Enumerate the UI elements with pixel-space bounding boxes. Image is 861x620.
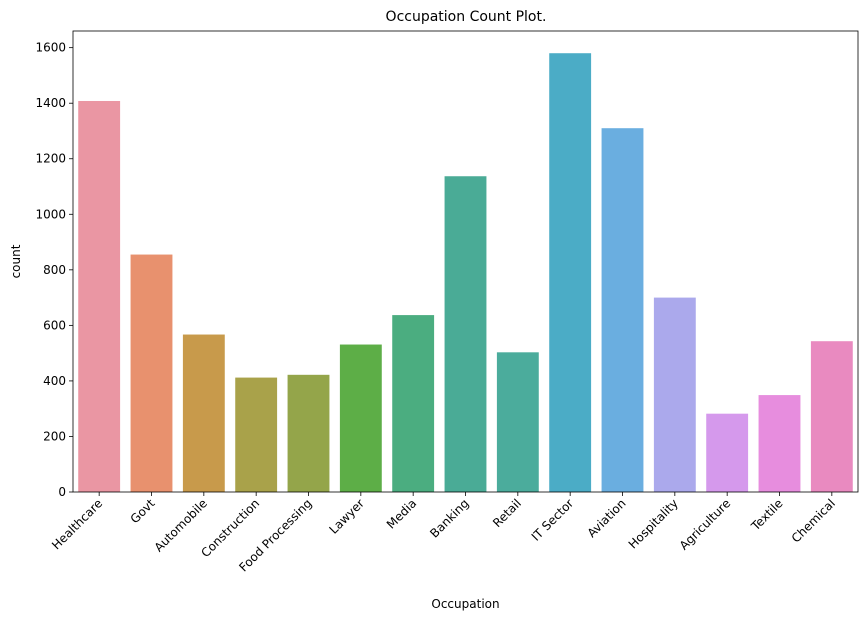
- bar-hospitality: [653, 297, 696, 492]
- bar-automobile: [182, 334, 225, 492]
- y-tick-label: 600: [43, 318, 66, 332]
- y-tick-label: 800: [43, 263, 66, 277]
- y-tick-label: 0: [58, 485, 66, 499]
- x-axis-label: Occupation: [431, 597, 499, 611]
- bar-construction: [235, 377, 278, 492]
- x-tick-label: Banking: [427, 496, 471, 540]
- bar-it-sector: [549, 53, 592, 493]
- plot-frame: [72, 30, 859, 493]
- x-tick-label: IT Sector: [529, 496, 577, 544]
- bar-govt: [130, 254, 173, 492]
- y-tick-label: 200: [43, 429, 66, 443]
- y-tick-label: 1400: [35, 96, 66, 110]
- x-axis: Healthcare GovtAutomobileConstructionFood…: [49, 492, 838, 574]
- y-axis-label: count: [9, 244, 23, 278]
- x-tick-label: Hospitality: [626, 496, 681, 551]
- bar-retail: [496, 352, 539, 492]
- x-tick-label: Retail: [490, 496, 524, 530]
- y-tick-label: 1200: [35, 152, 66, 166]
- y-axis: 0 200 400 600 800 1000 1200 1400 1600: [35, 41, 73, 499]
- chart-title: Occupation Count Plot.: [386, 9, 547, 25]
- x-tick-label: Chemical: [789, 496, 838, 545]
- y-tick-label: 400: [43, 374, 66, 388]
- x-tick-label: Agriculture: [677, 496, 734, 553]
- x-tick-label: Media: [384, 496, 419, 531]
- x-tick-label: Lawyer: [326, 496, 367, 537]
- bar-chemical: [810, 341, 853, 492]
- bar-healthcare: [78, 100, 121, 493]
- bar-aviation: [601, 128, 644, 492]
- bar-media: [392, 315, 435, 492]
- bar-lawyer: [339, 344, 382, 492]
- bar-textile: [758, 395, 801, 492]
- bar-food-processing: [287, 374, 330, 492]
- bar-agriculture: [706, 413, 749, 492]
- bars-group: [78, 53, 853, 493]
- x-tick-label: Aviation: [585, 496, 629, 540]
- x-tick-label: Healthcare: [49, 496, 105, 552]
- y-tick-label: 1000: [35, 207, 66, 221]
- x-tick-label: Automobile: [152, 496, 210, 554]
- x-tick-label: Govt: [128, 496, 158, 526]
- y-tick-label: 1600: [35, 41, 66, 55]
- x-tick-label: Textile: [748, 496, 786, 534]
- bar-banking: [444, 176, 487, 492]
